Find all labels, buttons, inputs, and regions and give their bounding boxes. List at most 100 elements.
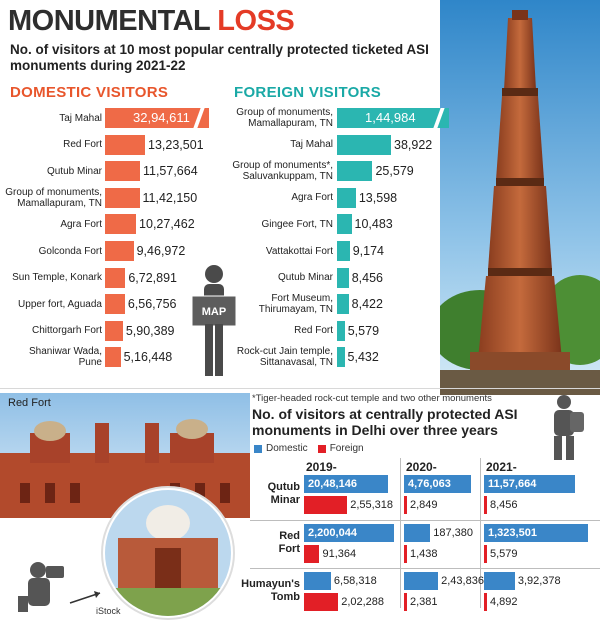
category-label-line: Agra Fort: [291, 192, 333, 204]
section-divider: [0, 388, 600, 389]
bar: [337, 267, 349, 288]
category-label: Group of monuments*, Saluvankuppam, TN: [215, 159, 333, 183]
bar: [105, 108, 209, 128]
domestic-value-label: 3,92,378: [517, 575, 561, 587]
category-label: Group of monuments, Mamallapuram, TN: [215, 106, 333, 130]
category-label: Upper fort, Aguada: [2, 292, 102, 316]
category-label-line: Red Fort: [63, 139, 102, 151]
category-label-line: Rock-cut Jain temple,: [236, 346, 333, 358]
bar: [105, 320, 123, 341]
category-label-line: Chittorgarh Fort: [31, 325, 102, 337]
foreign-value-label: 1,438: [410, 548, 438, 560]
page-title: MONUMENTAL LOSS: [8, 4, 295, 38]
foreign-value-label: 5,579: [490, 548, 518, 560]
category-label-line: Sittanavasal, TN: [259, 357, 333, 369]
value-label: 6,56,756: [127, 297, 177, 312]
delhi-legend: Domestic Foreign: [254, 443, 364, 454]
category-label: Rock-cut Jain temple, Sittanavasal, TN: [215, 345, 333, 369]
domestic-bar: [304, 524, 394, 542]
category-label: Taj Mahal: [215, 133, 333, 157]
legend-foreign-swatch: [317, 444, 326, 453]
category-label-line: Qutub Minar: [46, 165, 102, 177]
category-label: Taj Mahal: [2, 106, 102, 130]
category-label-line: Golconda Fort: [38, 245, 102, 257]
monument-label-line: Minar: [270, 494, 300, 506]
category-label-line: Group of monuments,: [236, 107, 333, 118]
bar: [105, 294, 125, 315]
value-label: 13,23,501: [148, 137, 204, 152]
value-label: 8,422: [351, 297, 383, 312]
category-label-line: Gingee Fort, TN: [261, 218, 333, 230]
category-label-line: Mamallapuram, TN: [248, 118, 333, 129]
category-label: Gingee Fort, TN: [215, 212, 333, 236]
domestic-value-label: 6,58,318: [333, 575, 377, 587]
bar: [105, 241, 134, 261]
bar: [105, 161, 140, 182]
domestic-bar: [304, 572, 331, 590]
category-label-line: Saluvankuppam, TN: [242, 171, 333, 183]
value-label: 1,44,984: [365, 110, 416, 125]
domestic-bar: [404, 572, 439, 590]
value-label: 5,432: [347, 350, 379, 365]
photo-credit: iStock: [96, 606, 121, 616]
value-label: 8,456: [351, 270, 383, 285]
category-label: Red Fort: [215, 319, 333, 343]
category-label-line: Mamallapuram, TN: [17, 197, 102, 209]
domestic-value-label: 4,76,063: [408, 478, 451, 490]
category-label-line: Sun Temple, Konark: [12, 272, 102, 284]
value-label: 11,42,150: [142, 190, 198, 205]
monument-label-line: Fort: [278, 543, 300, 555]
monument-label-line: Humayun's: [241, 578, 300, 590]
bar: [105, 347, 121, 368]
monument-label: Qutub Minar: [240, 481, 300, 507]
domestic-value-label: 20,48,146: [308, 478, 357, 490]
foreign-bar: [304, 593, 339, 611]
category-label: Qutub Minar: [2, 159, 102, 183]
bar: [337, 294, 349, 315]
category-label-line: Agra Fort: [60, 218, 102, 230]
domestic-value-label: 11,57,664: [488, 478, 537, 490]
foreign-visitors-heading: FOREIGN VISITORS: [234, 84, 382, 101]
footnote: *Tiger-headed rock-cut temple and two ot…: [252, 393, 492, 404]
category-label: Shaniwar Wada, Pune: [2, 345, 102, 369]
legend-foreign-label: Foreign: [329, 443, 364, 454]
category-label-line: Red Fort: [294, 325, 333, 337]
value-label: 11,57,664: [142, 164, 198, 179]
category-label-line: Fort Museum,: [271, 293, 333, 305]
foreign-bar: [404, 593, 407, 611]
monument-label-line: Qutub: [267, 481, 300, 493]
foreign-value-label: 2,849: [410, 499, 438, 511]
qutub-minar-illustration: [440, 0, 600, 395]
category-label-line: Pune: [78, 357, 102, 369]
grid-line: [400, 458, 401, 608]
category-label: Chittorgarh Fort: [2, 319, 102, 343]
category-label: Agra Fort: [2, 212, 102, 236]
value-label: 9,46,972: [136, 244, 186, 258]
category-label: Fort Museum, Thirumayam, TN: [215, 292, 333, 316]
domestic-value-label: 2,200,044: [308, 527, 357, 539]
bar: [337, 347, 345, 368]
title-main: MONUMENTAL: [8, 5, 218, 37]
category-label-line: Group of monuments*,: [232, 160, 333, 172]
value-label: 5,579: [347, 323, 380, 338]
bar: [337, 214, 352, 235]
foreign-value-label: 2,02,288: [341, 596, 385, 608]
monument-label: Red Fort: [240, 530, 300, 556]
grid-line: [250, 520, 600, 521]
grid-line: [250, 568, 600, 569]
foreign-bar: [484, 545, 487, 563]
domestic-bar: [404, 475, 471, 493]
category-label: Vattakottai Fort: [215, 239, 333, 263]
value-label: 10,27,462: [139, 217, 195, 232]
photo-caption: Red Fort: [8, 397, 51, 409]
bar: [105, 214, 137, 235]
legend-domestic-label: Domestic: [266, 443, 308, 454]
bar: [105, 134, 145, 155]
category-label: Agra Fort: [215, 186, 333, 210]
category-label-line: Taj Mahal: [290, 139, 333, 151]
domestic-bar: [304, 475, 388, 493]
foreign-bar: [304, 545, 320, 563]
value-label: 6,72,891: [128, 270, 177, 285]
value-label: 32,94,611: [133, 110, 190, 125]
bar: [337, 320, 345, 341]
